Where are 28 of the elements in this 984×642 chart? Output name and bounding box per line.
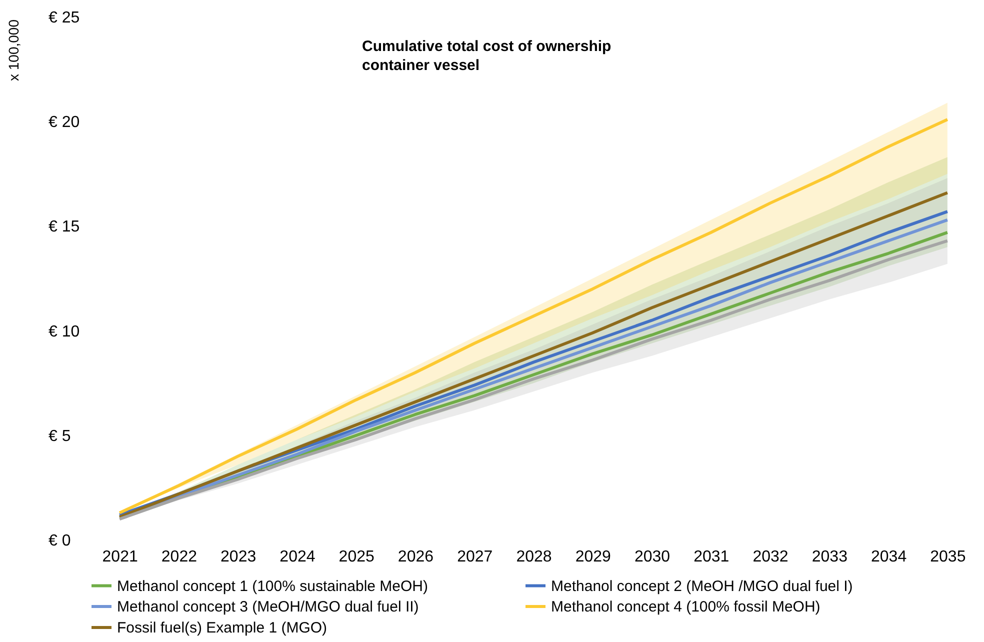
y-tick-label: € 0 xyxy=(48,532,71,550)
x-tick-label: 2031 xyxy=(694,548,730,566)
x-tick-label: 2027 xyxy=(457,548,493,566)
x-tick-label: 2023 xyxy=(220,548,256,566)
x-tick-label: 2028 xyxy=(516,548,552,566)
y-tick-label: € 15 xyxy=(48,218,80,236)
x-tick-label: 2033 xyxy=(812,548,848,566)
x-tick-label: 2021 xyxy=(102,548,138,566)
y-axis-title: x 100,000 xyxy=(6,19,22,81)
text: Cumulative total cost of ownership container vessel xyxy=(362,38,612,74)
x-tick-label: 2030 xyxy=(634,548,670,566)
legend-label: Methanol concept 3 (MeOH/MGO dual fuel II) xyxy=(117,598,419,616)
y-tick-label: € 5 xyxy=(48,428,71,445)
x-tick-label: 2034 xyxy=(871,548,907,566)
x-tick-label: 2032 xyxy=(752,548,788,566)
y-tick-label: € 10 xyxy=(48,323,80,340)
legend-label: Fossil fuel(s) Example 1 (MGO) xyxy=(117,620,328,636)
y-tick-label: € 20 xyxy=(48,114,80,132)
legend-label: Methanol concept 1 (100% sustainable MeOH) xyxy=(117,578,428,595)
x-tick-label: 2024 xyxy=(280,548,316,566)
legend-label: Methanol concept 2 (MeOH /MGO dual fuel I) xyxy=(551,578,853,595)
x-tick-label: 2025 xyxy=(338,548,374,566)
y-tick-label: € 25 xyxy=(48,10,80,26)
x-tick-label: 2035 xyxy=(930,548,966,566)
x-tick-label: 2026 xyxy=(398,548,434,566)
x-tick-label: 2022 xyxy=(161,548,198,566)
legend-label: Methanol concept 4 (100% fossil MeOH) xyxy=(551,598,820,616)
x-tick-label: 2029 xyxy=(575,548,612,566)
